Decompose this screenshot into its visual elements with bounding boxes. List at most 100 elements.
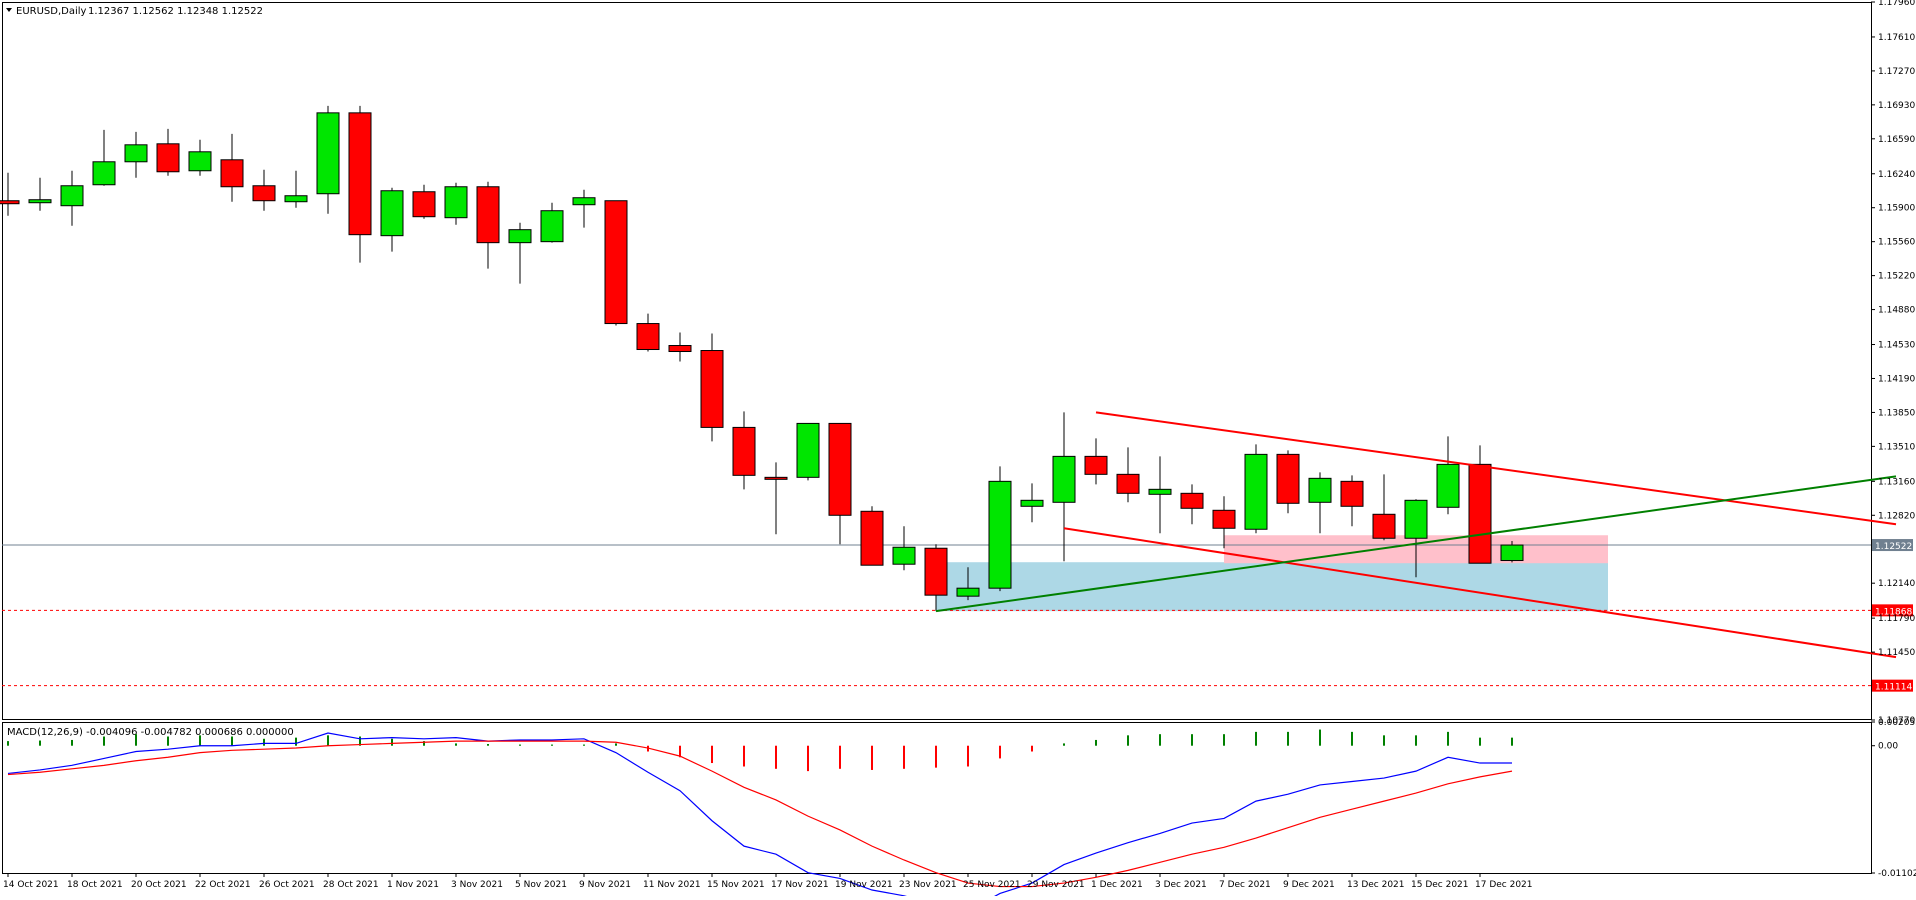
price-panel-frame — [2, 2, 1872, 720]
candle — [892, 526, 916, 571]
candle — [604, 200, 628, 326]
candle — [0, 172, 20, 216]
date-tick-label: 20 Oct 2021 — [131, 880, 187, 890]
date-tick-label: 11 Nov 2021 — [643, 880, 701, 890]
date-tick-label: 1 Nov 2021 — [387, 880, 439, 890]
candle-body — [156, 143, 180, 173]
price-tick-label: 1.13160 — [1878, 477, 1915, 487]
candle-body — [412, 191, 436, 218]
candle — [284, 170, 308, 208]
candle-body — [1372, 513, 1396, 539]
candle — [1468, 445, 1492, 564]
date-tick-label: 3 Dec 2021 — [1155, 880, 1207, 890]
macd-tick-label: -0.011027 — [1878, 869, 1916, 879]
price-tick-label: 1.12140 — [1878, 579, 1915, 589]
candle-body — [764, 476, 788, 480]
candle — [380, 187, 404, 252]
candle-body — [28, 199, 52, 204]
macd-label: MACD(12,26,9) -0.004096 -0.004782 0.0006… — [7, 727, 294, 738]
date-tick-label: 25 Nov 2021 — [963, 880, 1021, 890]
candle — [1340, 475, 1364, 527]
demand-zone — [936, 562, 1608, 612]
candle-body — [1116, 473, 1140, 494]
date-tick-label: 26 Oct 2021 — [259, 880, 315, 890]
date-tick-label: 23 Nov 2021 — [899, 880, 957, 890]
candle-body — [988, 480, 1012, 589]
candle — [540, 202, 564, 243]
candle-body — [1340, 480, 1364, 507]
price-tick-label: 1.11450 — [1878, 648, 1915, 658]
candle — [700, 333, 724, 442]
price-tick-label: 1.17610 — [1878, 33, 1915, 43]
candle — [1148, 456, 1172, 534]
candle-body — [1500, 544, 1524, 562]
candle-body — [444, 186, 468, 219]
channel-lower-line — [1063, 527, 1897, 659]
candle-body — [956, 587, 980, 597]
candle-body — [252, 185, 276, 202]
candle-body — [732, 426, 756, 476]
candle — [988, 466, 1012, 592]
date-tick-label: 3 Nov 2021 — [451, 880, 503, 890]
candle — [124, 131, 148, 178]
candle — [1372, 474, 1396, 541]
candle — [444, 182, 468, 225]
candle-body — [604, 200, 628, 325]
candle-body — [1244, 453, 1268, 530]
candle — [668, 332, 692, 362]
candle-body — [1052, 455, 1076, 503]
candle-body — [1468, 463, 1492, 564]
candle — [764, 462, 788, 535]
candle-body — [540, 210, 564, 243]
candle-body — [796, 422, 820, 478]
price-tick-label: 1.16930 — [1878, 101, 1915, 111]
date-tick-label: 9 Nov 2021 — [579, 880, 631, 890]
date-tick-label: 15 Nov 2021 — [707, 880, 765, 890]
candle-body — [508, 229, 532, 244]
candle-body — [188, 151, 212, 172]
candle — [92, 129, 116, 186]
candle — [188, 139, 212, 176]
price-tick-label: 1.14190 — [1878, 374, 1915, 384]
date-tick-label: 1 Dec 2021 — [1091, 880, 1143, 890]
candle — [220, 133, 244, 202]
candle-body — [1212, 509, 1236, 529]
macd-tick-label: 0.002055 — [1878, 718, 1916, 728]
candle — [1436, 436, 1460, 515]
date-tick-label: 14 Oct 2021 — [3, 880, 59, 890]
candle-body — [0, 200, 20, 205]
candle-body — [668, 345, 692, 353]
candle — [636, 313, 660, 352]
candle — [828, 422, 852, 545]
candle — [924, 544, 948, 612]
price-tick-label: 1.13510 — [1878, 442, 1915, 452]
candle — [860, 506, 884, 566]
date-tick-label: 28 Oct 2021 — [323, 880, 379, 890]
candle-body — [700, 350, 724, 428]
candle-body — [476, 186, 500, 244]
candle — [348, 105, 372, 263]
price-tick-label: 1.17270 — [1878, 67, 1915, 77]
price-tick-label: 1.16590 — [1878, 135, 1915, 145]
candle — [508, 222, 532, 284]
channel-upper-line — [1095, 411, 1897, 526]
candle-body — [124, 144, 148, 163]
candle — [156, 128, 180, 176]
candle-body — [1180, 492, 1204, 509]
candle — [1212, 496, 1236, 549]
price-tick-label: 1.15560 — [1878, 238, 1915, 248]
price-level-label: 1.11114 — [1875, 683, 1912, 693]
candle-body — [636, 323, 660, 351]
price-tick-label: 1.12820 — [1878, 511, 1915, 521]
candle-body — [1436, 463, 1460, 508]
dropdown-triangle-icon[interactable] — [6, 8, 12, 12]
candle — [572, 189, 596, 228]
candle-body — [1276, 453, 1300, 504]
date-tick-label: 19 Nov 2021 — [835, 880, 893, 890]
candle-body — [1308, 477, 1332, 503]
candle-body — [1084, 455, 1108, 475]
price-tick-label: 1.14530 — [1878, 341, 1915, 351]
candle — [316, 105, 340, 214]
